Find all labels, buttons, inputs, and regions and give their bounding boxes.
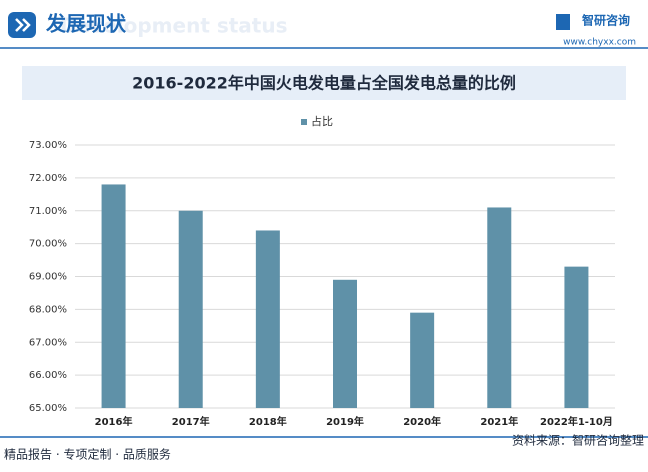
brand-logo	[556, 14, 570, 30]
brand-url: www.chyxx.com	[563, 38, 636, 48]
bar	[333, 279, 357, 408]
x-tick-label: 2020年	[403, 415, 441, 428]
brand-name: 智研咨询	[581, 13, 630, 28]
legend-swatch	[301, 119, 307, 125]
header-watermark: Development status	[60, 14, 288, 38]
bar	[410, 312, 435, 408]
title-box	[22, 66, 626, 100]
bar	[101, 184, 126, 408]
chart-title: 2016-2022年中国火电发电量占全国发电总量的比例	[132, 74, 516, 93]
x-tick-label: 2016年	[95, 415, 133, 428]
y-tick-label: 71.00%	[29, 206, 67, 217]
x-tick-label: 2021年	[480, 415, 518, 428]
header-icon-arrows	[15, 18, 31, 32]
y-tick-label: 68.00%	[29, 304, 67, 315]
y-tick-label: 67.00%	[29, 337, 67, 348]
footer-right: 资料来源：智研咨询整理	[512, 433, 644, 448]
header-title: 发展现状	[45, 12, 127, 36]
x-tick-label: 2017年	[172, 415, 210, 428]
plot: 65.00% 66.00% 67.00% 68.00% 69.00% 70.00% 71.0…	[29, 114, 615, 428]
x-tick-label: 2019年	[326, 415, 364, 428]
y-tick-label: 72.00%	[29, 173, 67, 184]
bar	[564, 266, 589, 408]
bar	[487, 207, 512, 408]
legend-label: 占比	[311, 114, 333, 128]
x-tick-label: 2018年	[249, 415, 287, 428]
x-tick-label: 2022年1-10月	[540, 415, 613, 428]
bar	[178, 210, 203, 408]
footer-left: 精品报告 · 专项定制 · 品质服务	[4, 447, 171, 462]
y-tick-label: 70.00%	[29, 239, 67, 250]
y-tick-label: 73.00%	[29, 140, 67, 151]
y-tick-label: 65.00%	[29, 403, 67, 414]
y-tick-label: 69.00%	[29, 272, 67, 283]
y-tick-label: 66.00%	[29, 370, 67, 381]
bar	[255, 230, 280, 408]
